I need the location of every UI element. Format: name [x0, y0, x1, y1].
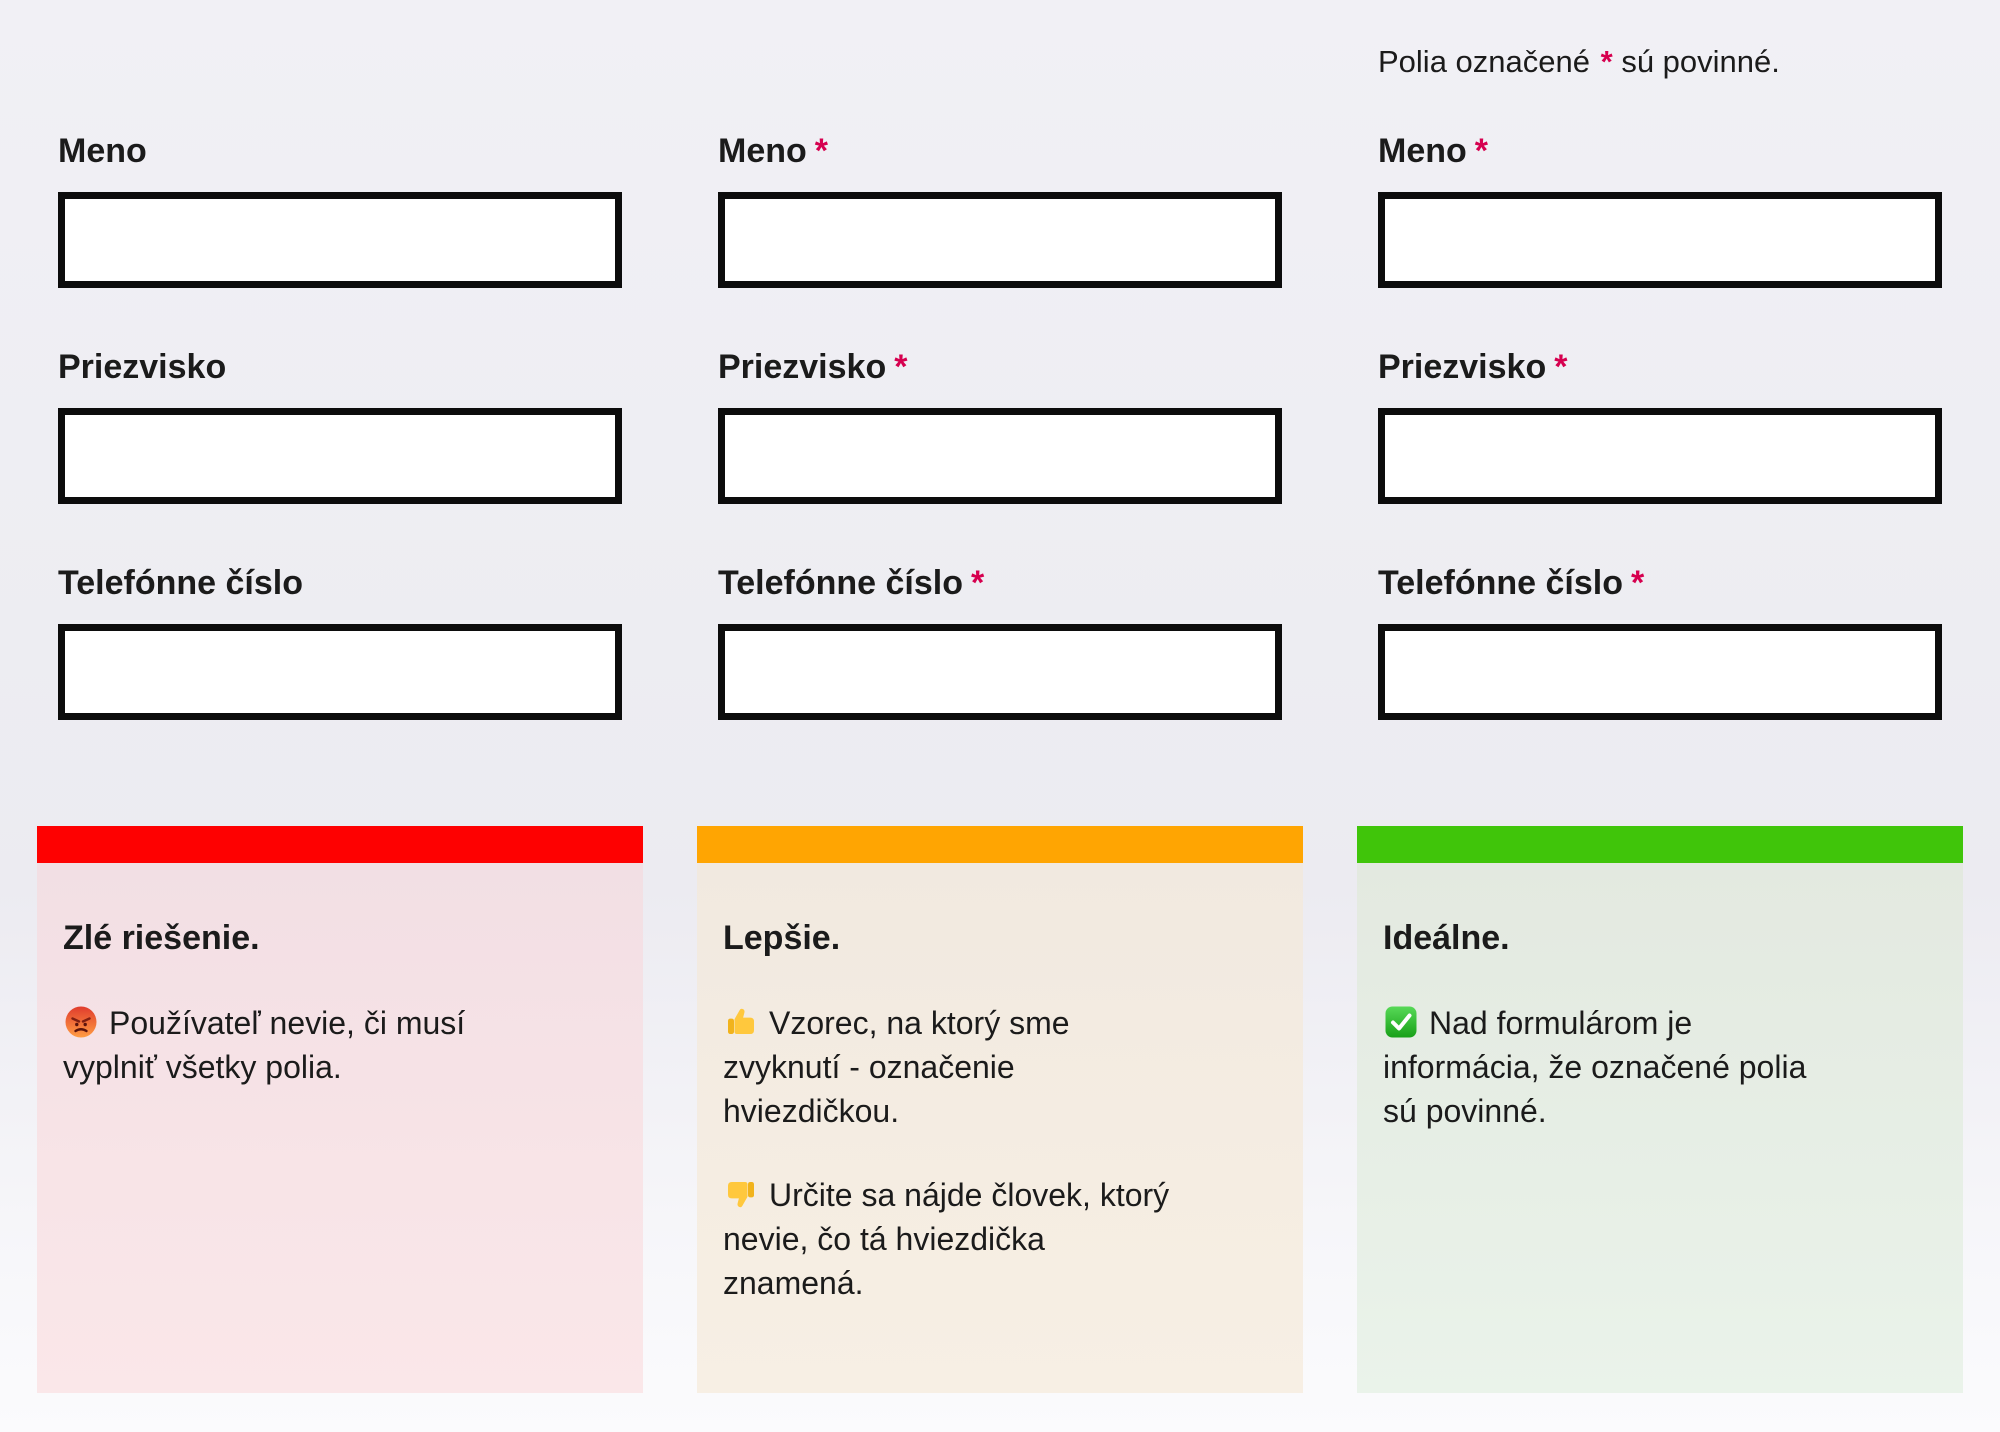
priezvisko-label: Priezvisko: [58, 344, 622, 390]
better-telefon-input[interactable]: [718, 624, 1282, 720]
form-bad: Meno Priezvisko Telefónne číslo: [37, 40, 643, 776]
priezvisko-label-text: Priezvisko: [1378, 348, 1547, 386]
meno-label-text: Meno: [1378, 132, 1467, 170]
column-bad-example: Meno Priezvisko Telefónne číslo Zlé rieš…: [37, 40, 643, 1393]
column-ideal-example: Polia označené * sú povinné. Meno * Priez…: [1357, 40, 1963, 1393]
required-note: Polia označené * sú povinné.: [1378, 40, 1942, 84]
telefon-label-text: Telefónne číslo: [718, 564, 963, 602]
column-better-example: Meno * Priezvisko * Telefónne číslo * Lepši…: [697, 40, 1303, 1393]
telefon-label-text: Telefónne číslo: [1378, 564, 1623, 602]
priezvisko-label: Priezvisko *: [1378, 344, 1942, 390]
required-note-asterisk: *: [1600, 44, 1613, 79]
required-asterisk: *: [1554, 348, 1568, 386]
better-accent-bar: [697, 826, 1303, 863]
required-note-after: sú povinné.: [1621, 44, 1780, 79]
bad-meno-input[interactable]: [58, 192, 622, 288]
meno-label: Meno: [58, 128, 622, 174]
bad-card-body: Zlé riešenie. Používateľ nevie, či musí …: [37, 863, 643, 1393]
bad-priezvisko-input[interactable]: [58, 408, 622, 504]
ideal-card-text: Nad formulárom je informácia, že označen…: [1383, 1005, 1807, 1129]
ideal-card-title: Ideálne.: [1383, 919, 1510, 957]
ideal-telefon-input[interactable]: [1378, 624, 1942, 720]
bad-card-text: Používateľ nevie, či musí vyplniť všetky…: [63, 1005, 466, 1085]
better-card-body: Lepšie. Vzorec, na ktorý sme zvyknutí - …: [697, 863, 1303, 1393]
ideal-card: Ideálne. Nad formulárom je informácia, ž…: [1357, 826, 1963, 1393]
note-spacer: [718, 40, 1282, 84]
ideal-card-paragraph: Nad formulárom je informácia, že označen…: [1383, 1001, 1937, 1133]
better-card-title: Lepšie.: [723, 919, 841, 957]
bad-telefon-input[interactable]: [58, 624, 622, 720]
required-asterisk: *: [814, 132, 829, 170]
thumbs-up-emoji: [723, 1001, 769, 1045]
required-asterisk: *: [970, 564, 985, 602]
required-asterisk: *: [1630, 564, 1645, 602]
check-mark-emoji: [1383, 1001, 1429, 1045]
meno-label: Meno *: [1378, 128, 1942, 174]
form-ideal: Polia označené * sú povinné. Meno * Priez…: [1357, 40, 1963, 776]
better-card-paragraph-1: Vzorec, na ktorý sme zvyknutí - označeni…: [723, 1001, 1277, 1133]
better-card-paragraph-2: Určite sa nájde človek, ktorý nevie, čo …: [723, 1173, 1277, 1305]
telefon-label: Telefónne číslo *: [1378, 560, 1942, 606]
meno-label-text: Meno: [718, 132, 807, 170]
bad-card: Zlé riešenie. Používateľ nevie, či musí …: [37, 826, 643, 1393]
thumbs-down-emoji: [723, 1173, 769, 1217]
form-better: Meno * Priezvisko * Telefónne číslo *: [697, 40, 1303, 776]
bad-accent-bar: [37, 826, 643, 863]
ideal-meno-input[interactable]: [1378, 192, 1942, 288]
better-card-text-1: Vzorec, na ktorý sme zvyknutí - označeni…: [723, 1005, 1070, 1129]
priezvisko-label-text: Priezvisko: [58, 348, 227, 386]
required-note-before: Polia označené: [1378, 44, 1590, 79]
angry-face-emoji: [63, 1001, 109, 1045]
better-meno-input[interactable]: [718, 192, 1282, 288]
examples-grid: Meno Priezvisko Telefónne číslo Zlé rieš…: [37, 40, 1963, 1393]
telefon-label: Telefónne číslo *: [718, 560, 1282, 606]
ideal-priezvisko-input[interactable]: [1378, 408, 1942, 504]
better-card-text-2: Určite sa nájde človek, ktorý nevie, čo …: [723, 1177, 1170, 1301]
ideal-card-body: Ideálne. Nad formulárom je informácia, ž…: [1357, 863, 1963, 1393]
ideal-accent-bar: [1357, 826, 1963, 863]
better-card: Lepšie. Vzorec, na ktorý sme zvyknutí - …: [697, 826, 1303, 1393]
meno-label: Meno *: [718, 128, 1282, 174]
telefon-label: Telefónne číslo: [58, 560, 622, 606]
priezvisko-label: Priezvisko *: [718, 344, 1282, 390]
bad-card-title: Zlé riešenie.: [63, 919, 260, 957]
required-asterisk: *: [894, 348, 908, 386]
telefon-label-text: Telefónne číslo: [58, 564, 303, 602]
better-priezvisko-input[interactable]: [718, 408, 1282, 504]
meno-label-text: Meno: [58, 132, 147, 170]
priezvisko-label-text: Priezvisko: [718, 348, 887, 386]
required-asterisk: *: [1474, 132, 1489, 170]
bad-card-paragraph: Používateľ nevie, či musí vyplniť všetky…: [63, 1001, 617, 1089]
note-spacer: [58, 40, 622, 84]
